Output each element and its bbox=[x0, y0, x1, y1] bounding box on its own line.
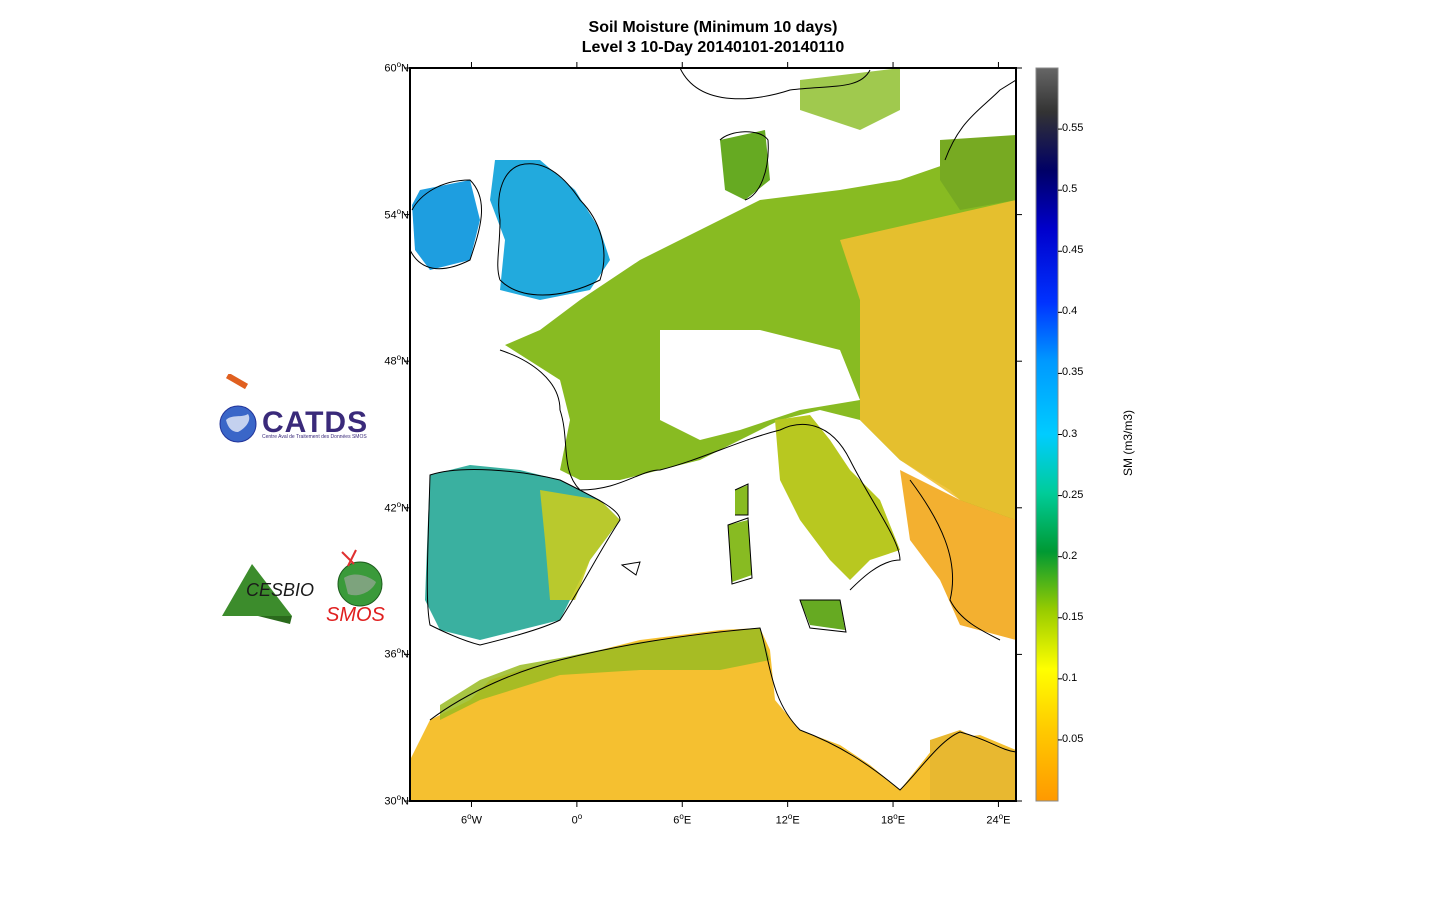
italy-land bbox=[775, 415, 900, 580]
colorbar-tick-label-5: 0.3 bbox=[1062, 427, 1078, 440]
colorbar-tick-label-8: 0.15 bbox=[1062, 610, 1084, 623]
colorbar-tick-label-4: 0.35 bbox=[1062, 366, 1084, 379]
colorbar-tick-label-3: 0.4 bbox=[1062, 305, 1078, 318]
scandinavia-edge bbox=[800, 68, 900, 130]
iberia-east-dry bbox=[540, 490, 620, 600]
colorbar-tick-label-9: 0.1 bbox=[1062, 671, 1078, 684]
coastlines bbox=[410, 68, 1016, 791]
north-africa-coast-green bbox=[440, 628, 770, 720]
britain-land bbox=[490, 160, 610, 300]
catds-logo-text: CATDS bbox=[262, 406, 369, 439]
ireland-land bbox=[412, 180, 480, 270]
colorbar-ticks bbox=[1058, 128, 1062, 741]
smos-logo: SMOS bbox=[322, 548, 388, 632]
colorbar-tick-label-7: 0.2 bbox=[1062, 549, 1078, 562]
sicily-land bbox=[800, 600, 845, 630]
baltic-land bbox=[940, 135, 1016, 210]
denmark-land bbox=[720, 130, 770, 200]
catds-logo-subtext: Centre Aval de Traitement des Données SM… bbox=[262, 434, 367, 440]
map-frame bbox=[409, 67, 1017, 802]
colorbar bbox=[1035, 67, 1059, 802]
lat-label-1: 54oN bbox=[384, 206, 409, 222]
catds-logo: CATDS Centre Aval de Traitement des Donn… bbox=[218, 372, 398, 454]
colorbar-tick-label-6: 0.25 bbox=[1062, 488, 1084, 501]
lat-label-4: 36oN bbox=[384, 646, 409, 662]
title-line-2: Level 3 10-Day 20140101-20140110 bbox=[581, 39, 845, 56]
smos-logo-text: SMOS bbox=[326, 604, 385, 626]
lon-label-4: 18oE bbox=[881, 812, 906, 827]
colorbar-tick-label-2: 0.45 bbox=[1062, 244, 1084, 257]
lat-label-3: 42oN bbox=[384, 499, 409, 515]
colorbar-tick-label-10: 0.05 bbox=[1062, 732, 1084, 745]
lat-label-2: 48oN bbox=[384, 353, 409, 368]
cesbio-triangle-icon bbox=[222, 564, 292, 624]
land-moisture-fields bbox=[410, 68, 1016, 801]
colorbar-tick-label-0: 0.55 bbox=[1062, 122, 1084, 135]
lon-label-2: 6oE bbox=[673, 812, 692, 827]
lon-label-3: 12oE bbox=[775, 812, 800, 827]
colorbar-tick-label-1: 0.5 bbox=[1062, 183, 1078, 196]
alps-nodata bbox=[660, 330, 860, 440]
catds-globe-icon bbox=[219, 372, 257, 443]
title-line-1: Soil Moisture (Minimum 10 days) bbox=[588, 19, 838, 36]
central-europe-dry bbox=[840, 200, 1016, 520]
corsica-land bbox=[735, 485, 748, 515]
lon-label-5: 24oE bbox=[986, 812, 1011, 827]
axis-ticks bbox=[404, 62, 1022, 807]
balkans-land bbox=[900, 470, 1016, 640]
cesbio-logo-text: CESBIO bbox=[246, 580, 315, 600]
sardinia-land bbox=[728, 520, 752, 582]
cyrenaica-land bbox=[930, 730, 1016, 801]
lon-label-1: 0o bbox=[571, 812, 583, 827]
colorbar-title: SM (m3/m3) bbox=[1121, 410, 1135, 476]
lat-label-0: 60oN bbox=[384, 60, 409, 75]
cesbio-logo: CESBIO bbox=[218, 560, 318, 625]
lat-label-5: 30oN bbox=[384, 793, 409, 808]
smos-globe-icon bbox=[337, 549, 383, 607]
lon-label-0: 6oW bbox=[460, 812, 482, 827]
